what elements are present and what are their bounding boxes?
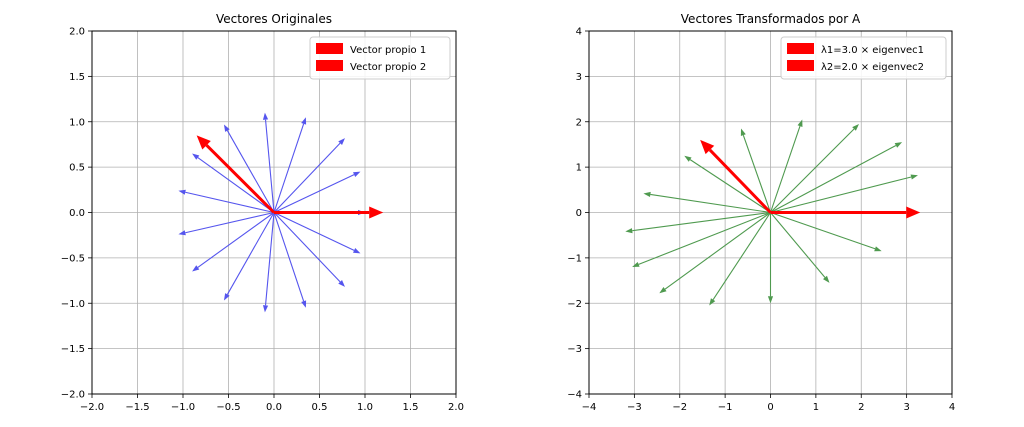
vector-arrow: [178, 211, 275, 236]
legend: Vector propio 1 Vector propio 2: [309, 36, 451, 80]
vector-arrow: [643, 191, 771, 214]
x-tick-label: 3: [903, 402, 909, 413]
y-tick-label: 1.0: [69, 117, 85, 128]
legend-label: Vector propio 1: [350, 45, 426, 56]
vector-arrow: [273, 138, 345, 213]
x-tick-label: 0.5: [312, 402, 328, 413]
chart-transformed-vectors: −4 −3 −2 −1 0 1 2 3 4 −4 −3 −2 −1 0 1 2 3 4 Vectores Trans…: [567, 12, 955, 413]
vector-arrow: [659, 212, 771, 294]
axes-frame: [91, 30, 457, 395]
x-tick-label: 0: [767, 402, 773, 413]
vector-arrow: [767, 212, 774, 304]
legend-swatch: [316, 43, 343, 54]
y-tick-label: 2.0: [69, 27, 85, 38]
vector-arrow: [684, 155, 771, 213]
vector-arrow: [770, 212, 830, 283]
y-tick-label: 1: [576, 163, 582, 174]
x-tick-label: 2.0: [448, 402, 464, 413]
x-tick-label: 4: [949, 402, 955, 413]
legend-swatch: [316, 60, 343, 71]
vector-arrow: [769, 119, 803, 213]
legend-label: λ2=2.0 × eigenvec2: [821, 62, 924, 73]
axes-frame: [588, 30, 953, 395]
legend-swatch: [787, 60, 814, 71]
vector-arrow: [770, 211, 882, 252]
y-tick-label: 2: [576, 117, 582, 128]
x-tick-label: −1.5: [125, 402, 149, 413]
vector-arrow: [632, 211, 771, 267]
legend-box: [309, 36, 451, 80]
vector-arrow: [770, 174, 918, 214]
legend-label: λ1=3.0 × eigenvec1: [821, 45, 924, 56]
eigenvector-arrow: [770, 206, 921, 219]
vector-arrow: [192, 212, 275, 272]
x-tick-label: −0.5: [216, 402, 240, 413]
x-tick-label: −4: [582, 402, 597, 413]
vector-arrow: [770, 124, 859, 213]
x-tick-label: 1.0: [357, 402, 373, 413]
legend-swatch: [787, 43, 814, 54]
vector-arrow: [223, 212, 275, 301]
legend: λ1=3.0 × eigenvec1 λ2=2.0 × eigenvec2: [780, 36, 947, 80]
eigenvector-arrow: [274, 206, 384, 219]
x-tick-label: −2: [672, 402, 687, 413]
y-tick-label: 1.5: [69, 72, 85, 83]
legend-label: Vector propio 2: [350, 62, 426, 73]
vector-arrow: [273, 171, 361, 213]
legend-box: [780, 36, 947, 80]
vector-arrow: [178, 189, 275, 214]
x-tick-label: 2: [858, 402, 864, 413]
y-tick-label: 3: [576, 72, 582, 83]
y-tick-label: 4: [576, 27, 582, 38]
vector-arrow: [770, 142, 903, 213]
y-tick-label: −3: [567, 344, 582, 355]
eigenvector-arrow: [700, 139, 772, 214]
vector-arrow: [273, 117, 307, 213]
y-tick-label: −4: [567, 390, 582, 401]
x-tick-label: 1: [813, 402, 819, 413]
vector-arrow: [262, 112, 275, 213]
x-tick-label: −2.0: [80, 402, 104, 413]
chart-title: Vectores Originales: [216, 12, 332, 26]
vector-arrow: [273, 212, 345, 287]
vector-arrow: [223, 124, 275, 213]
chart-original-vectors: −2.0 −1.5 −1.0 −0.5 0.0 0.5 1.0 1.5 2.0 −2.0 −1.5 −…: [61, 12, 464, 413]
y-tick-label: −1.5: [61, 344, 85, 355]
chart-title: Vectores Transformados por A: [681, 12, 861, 26]
x-tick-label: 1.5: [403, 402, 419, 413]
x-tick-label: −1: [718, 402, 733, 413]
y-tick-label: 0: [576, 208, 582, 219]
vector-arrow: [625, 211, 771, 234]
y-tick-label: −0.5: [61, 253, 85, 264]
y-tick-label: −2: [567, 299, 582, 310]
y-tick-label: −1: [567, 253, 582, 264]
vector-arrow: [709, 212, 771, 306]
x-tick-label: −1.0: [171, 402, 195, 413]
x-tick-label: −3: [627, 402, 642, 413]
eigenvector-arrow: [196, 135, 276, 214]
y-tick-label: −2.0: [61, 390, 85, 401]
y-tick-label: 0.5: [69, 163, 85, 174]
x-tick-label: 0.0: [266, 402, 282, 413]
vector-arrow: [740, 128, 772, 213]
y-tick-label: −1.0: [61, 299, 85, 310]
vector-arrow: [192, 153, 275, 213]
y-tick-label: 0.0: [69, 208, 85, 219]
vector-arrow: [273, 212, 307, 308]
vector-arrow: [273, 212, 361, 254]
vector-arrow: [262, 212, 275, 313]
